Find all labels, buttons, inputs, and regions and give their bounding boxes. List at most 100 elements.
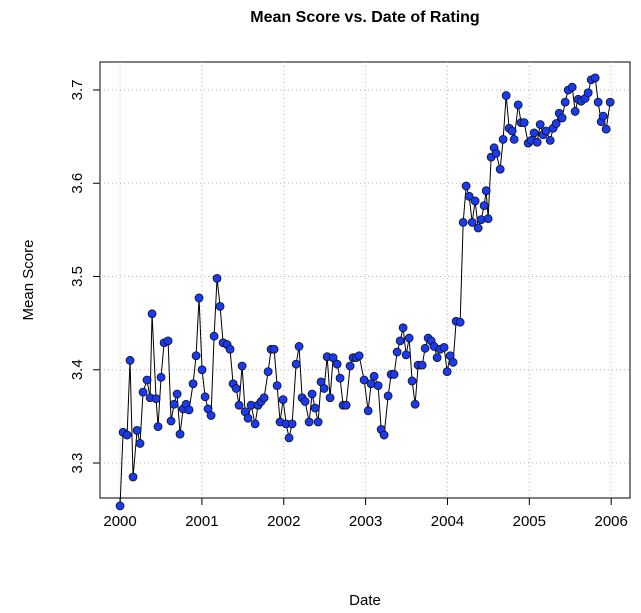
data-point xyxy=(598,111,608,121)
data-point xyxy=(519,118,529,128)
data-point xyxy=(593,97,603,107)
data-point xyxy=(401,350,411,360)
data-point xyxy=(169,399,179,409)
y-tick-label: 3.6 xyxy=(69,173,86,194)
data-point xyxy=(341,400,351,410)
data-point xyxy=(545,135,555,145)
y-axis-label: Mean Score xyxy=(20,240,37,321)
data-point xyxy=(551,119,561,128)
data-point xyxy=(404,333,414,343)
data-point xyxy=(313,417,323,427)
data-point xyxy=(473,223,483,233)
data-point xyxy=(481,186,491,196)
data-point xyxy=(234,400,244,410)
data-point xyxy=(263,367,273,377)
data-point xyxy=(601,124,611,134)
data-point xyxy=(513,100,523,110)
data-point xyxy=(470,196,480,206)
data-point xyxy=(197,365,207,375)
data-point xyxy=(294,342,304,351)
data-point xyxy=(151,394,161,404)
data-point xyxy=(184,405,194,415)
x-tick-label: 2004 xyxy=(431,513,464,530)
y-tick-label: 3.4 xyxy=(69,359,86,380)
data-point xyxy=(191,351,201,361)
data-point xyxy=(153,422,163,432)
data-point xyxy=(354,351,364,361)
data-point xyxy=(395,336,405,346)
x-tick-label: 2000 xyxy=(103,513,136,530)
data-point xyxy=(417,360,427,370)
data-point xyxy=(507,126,517,136)
data-point xyxy=(166,416,176,426)
data-point xyxy=(509,135,519,144)
data-point xyxy=(605,97,615,107)
data-point xyxy=(163,336,173,346)
data-point xyxy=(128,472,138,482)
data-point xyxy=(479,201,489,211)
data-point xyxy=(570,107,580,116)
data-point xyxy=(291,359,301,369)
data-point xyxy=(215,301,225,311)
data-point xyxy=(310,403,320,413)
x-tick-label: 2002 xyxy=(267,513,300,530)
y-tick-label: 3.5 xyxy=(69,266,86,287)
data-point xyxy=(498,135,508,144)
data-point xyxy=(532,137,542,147)
data-point xyxy=(147,309,157,319)
data-point xyxy=(455,317,465,327)
data-point xyxy=(188,379,198,389)
data-point xyxy=(138,387,148,397)
data-point xyxy=(269,344,279,354)
chart-title: Mean Score vs. Date of Rating xyxy=(250,9,479,26)
data-point xyxy=(432,353,442,363)
data-point xyxy=(535,120,545,129)
data-point xyxy=(225,344,235,354)
data-point xyxy=(407,376,417,386)
x-tick-label: 2003 xyxy=(349,513,382,530)
data-point xyxy=(392,347,402,357)
data-point xyxy=(212,273,222,283)
data-point xyxy=(345,361,355,371)
data-point xyxy=(420,343,430,353)
data-point xyxy=(115,501,125,511)
data-point xyxy=(125,356,135,365)
x-axis-label: Date xyxy=(349,592,381,609)
data-point xyxy=(259,393,269,403)
data-point xyxy=(200,392,210,402)
data-point xyxy=(373,381,383,391)
data-point xyxy=(300,397,310,406)
x-tick-label: 2005 xyxy=(513,513,546,530)
data-point xyxy=(278,395,288,405)
data-point xyxy=(319,384,329,393)
data-point xyxy=(363,406,373,416)
y-tick-label: 3.7 xyxy=(69,80,86,101)
data-point xyxy=(328,353,338,363)
data-point xyxy=(132,425,142,435)
data-point xyxy=(335,373,345,383)
data-point xyxy=(557,113,567,123)
data-point xyxy=(172,389,182,399)
data-point xyxy=(448,357,458,367)
data-point xyxy=(567,82,577,92)
data-point xyxy=(332,359,342,369)
data-point xyxy=(410,399,420,409)
data-point xyxy=(231,384,241,393)
data-point xyxy=(142,375,152,385)
plot-frame xyxy=(99,61,631,499)
data-point xyxy=(325,393,335,403)
data-point xyxy=(491,148,501,158)
data-point xyxy=(237,361,247,371)
data-point xyxy=(442,367,452,377)
data-point xyxy=(483,214,493,224)
y-tick-label: 3.3 xyxy=(69,453,86,474)
data-point xyxy=(284,433,294,443)
data-point xyxy=(209,331,219,341)
data-point xyxy=(206,411,216,420)
x-tick-label: 2006 xyxy=(594,513,627,530)
data-point xyxy=(590,73,600,83)
data-point xyxy=(272,381,282,391)
data-point xyxy=(175,429,185,439)
data-point xyxy=(458,218,468,227)
